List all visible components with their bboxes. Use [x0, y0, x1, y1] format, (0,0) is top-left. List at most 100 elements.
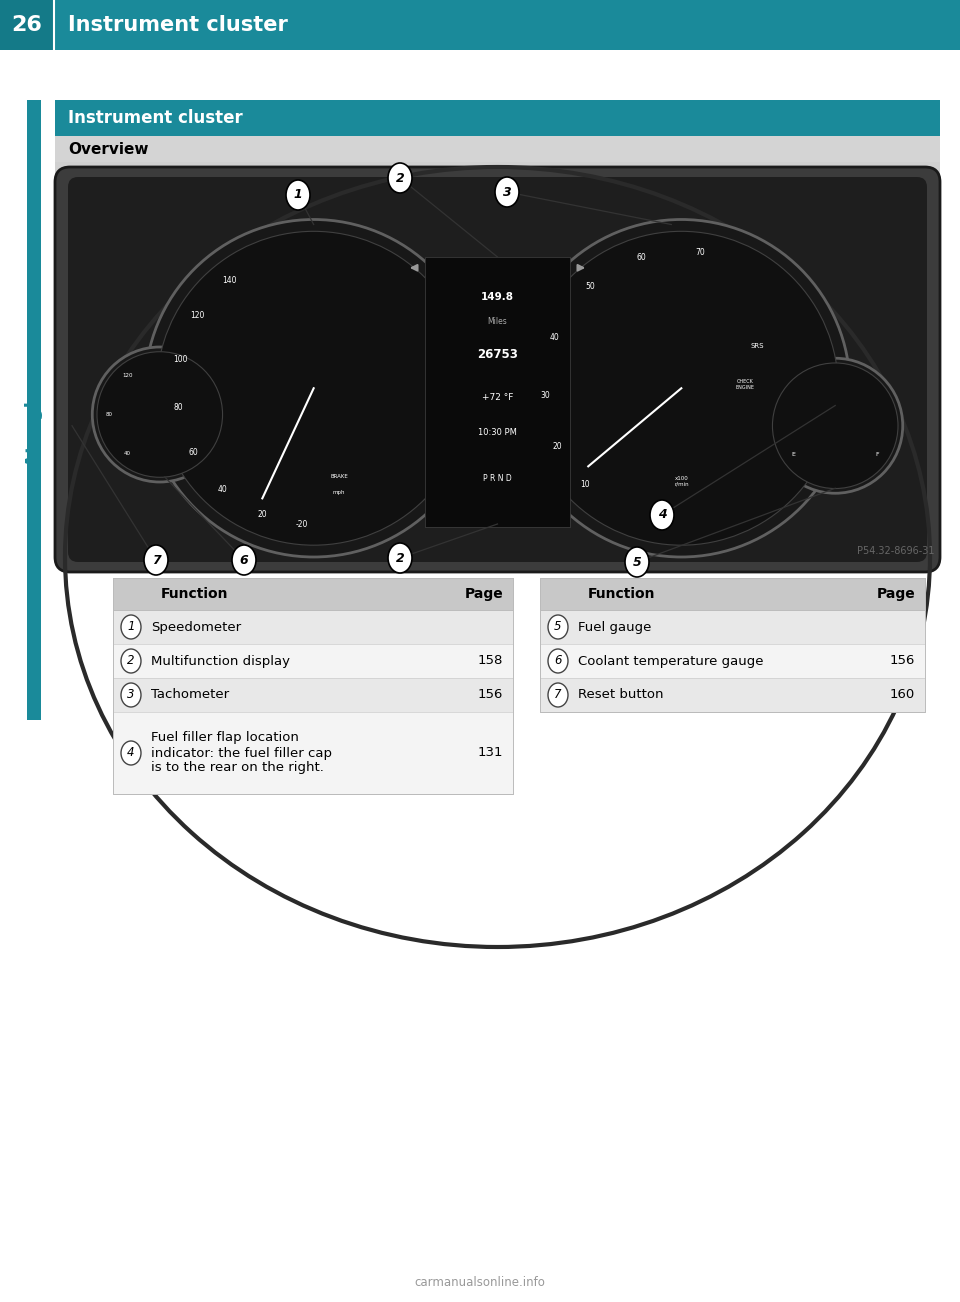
Text: Multifunction display: Multifunction display: [151, 655, 290, 668]
Text: E: E: [792, 452, 796, 457]
Text: 10: 10: [580, 480, 589, 490]
Bar: [540, 611, 925, 644]
Bar: [55, 135, 940, 161]
Text: 156: 156: [478, 689, 503, 702]
Text: 7: 7: [152, 553, 160, 566]
Text: 4: 4: [128, 746, 134, 759]
Text: 60: 60: [636, 253, 646, 262]
Bar: [27, 100, 41, 720]
Bar: [113, 578, 513, 611]
Text: 5: 5: [554, 621, 562, 634]
Circle shape: [768, 358, 902, 493]
Text: 80: 80: [174, 402, 183, 411]
Circle shape: [145, 220, 483, 557]
Text: +72 °F: +72 °F: [482, 393, 514, 402]
Text: BRAKE: BRAKE: [330, 474, 348, 479]
Bar: [0, 0, 960, 49]
Text: carmanualsonline.info: carmanualsonline.info: [415, 1276, 545, 1289]
Text: Fuel filler flap location
indicator: the fuel filler cap
is to the rear on the r: Fuel filler flap location indicator: the…: [151, 732, 332, 775]
Text: Function: Function: [588, 587, 656, 602]
Text: 3: 3: [503, 185, 512, 198]
Text: 30: 30: [540, 391, 550, 400]
Text: 70: 70: [695, 249, 706, 258]
Text: 7: 7: [554, 689, 562, 702]
Ellipse shape: [121, 615, 141, 639]
Ellipse shape: [650, 500, 674, 530]
Bar: [113, 611, 513, 644]
Bar: [55, 100, 940, 135]
Text: SRS: SRS: [751, 342, 764, 349]
Text: 4: 4: [658, 509, 666, 522]
Text: 60: 60: [188, 448, 198, 457]
Text: 10:30 PM: 10:30 PM: [478, 428, 516, 437]
Text: 140: 140: [223, 276, 237, 285]
Text: x100
r/min: x100 r/min: [674, 475, 688, 487]
Text: 156: 156: [890, 655, 915, 668]
Bar: [425, 256, 570, 527]
Text: 20: 20: [553, 441, 563, 450]
Bar: [540, 578, 925, 611]
Circle shape: [156, 232, 470, 546]
Text: Page: Page: [876, 587, 915, 602]
Text: 6: 6: [554, 655, 562, 668]
Ellipse shape: [232, 546, 256, 575]
Text: -20: -20: [296, 519, 308, 529]
Text: 2: 2: [396, 552, 404, 565]
Text: Instrument cluster: Instrument cluster: [68, 16, 288, 35]
Bar: [113, 712, 513, 794]
Bar: [425, 256, 570, 527]
Text: mph: mph: [333, 491, 346, 495]
Ellipse shape: [548, 648, 568, 673]
Text: Overview: Overview: [68, 142, 149, 156]
Ellipse shape: [495, 177, 519, 207]
Text: 120: 120: [191, 311, 204, 320]
Bar: [0, 0, 54, 49]
Text: Tachometer: Tachometer: [151, 689, 229, 702]
Text: Instrument cluster: Instrument cluster: [68, 109, 243, 128]
Text: 3: 3: [128, 689, 134, 702]
Text: 2: 2: [128, 655, 134, 668]
Ellipse shape: [388, 543, 412, 573]
Ellipse shape: [286, 180, 310, 210]
Text: 1: 1: [294, 189, 302, 202]
FancyBboxPatch shape: [68, 177, 927, 562]
Ellipse shape: [548, 684, 568, 707]
Text: 131: 131: [477, 746, 503, 759]
Text: 40: 40: [124, 450, 131, 456]
Ellipse shape: [144, 546, 168, 575]
Text: 2: 2: [396, 172, 404, 185]
Text: Miles: Miles: [488, 318, 508, 327]
Ellipse shape: [121, 684, 141, 707]
Text: At a glance: At a glance: [25, 353, 43, 466]
Text: Function: Function: [161, 587, 228, 602]
Circle shape: [92, 348, 228, 482]
Text: CHECK
ENGINE: CHECK ENGINE: [736, 379, 755, 391]
Text: Reset button: Reset button: [578, 689, 663, 702]
Text: 120: 120: [122, 374, 132, 378]
Text: 26: 26: [12, 16, 42, 35]
Text: 149.8: 149.8: [481, 293, 514, 302]
Text: Page: Page: [465, 587, 503, 602]
Text: P R N D: P R N D: [483, 474, 512, 483]
Bar: [540, 644, 925, 678]
Text: 6: 6: [240, 553, 249, 566]
Text: Coolant temperature gauge: Coolant temperature gauge: [578, 655, 763, 668]
Ellipse shape: [121, 648, 141, 673]
Text: 20: 20: [257, 510, 267, 519]
Ellipse shape: [121, 741, 141, 766]
Text: 158: 158: [478, 655, 503, 668]
Bar: [55, 161, 940, 562]
Bar: [113, 678, 513, 712]
Text: 160: 160: [890, 689, 915, 702]
Ellipse shape: [548, 615, 568, 639]
Ellipse shape: [625, 547, 649, 577]
Circle shape: [513, 220, 850, 557]
FancyBboxPatch shape: [55, 167, 940, 572]
Text: 100: 100: [173, 355, 187, 365]
Text: 40: 40: [217, 486, 228, 495]
Text: 50: 50: [585, 283, 595, 292]
Text: 1: 1: [128, 621, 134, 634]
Text: 26753: 26753: [477, 348, 518, 361]
Ellipse shape: [388, 163, 412, 193]
Circle shape: [524, 232, 838, 546]
